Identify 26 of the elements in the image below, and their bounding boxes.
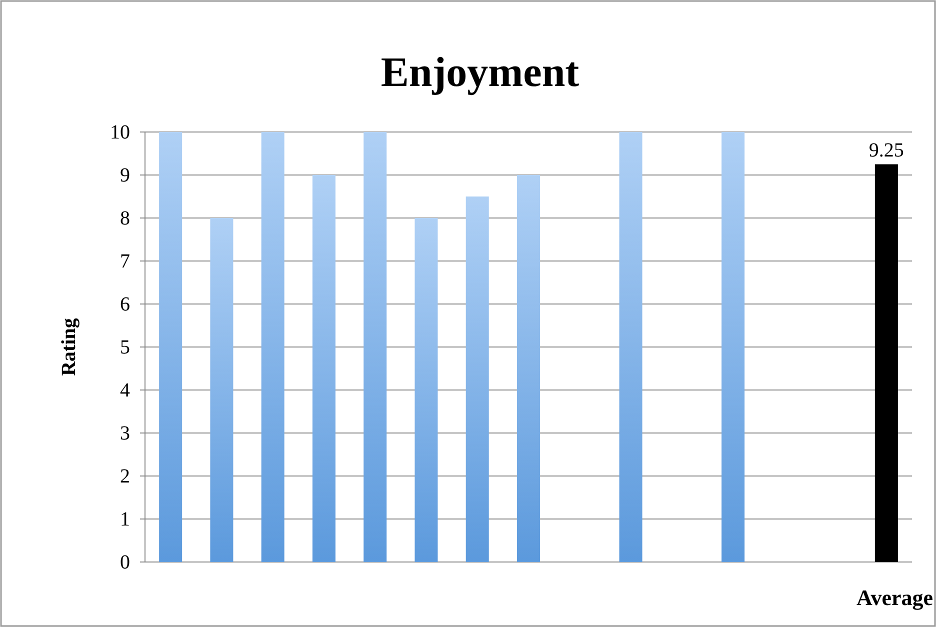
bar (874, 164, 898, 562)
bar (210, 218, 234, 562)
y-tick-label: 7 (120, 250, 130, 272)
y-tick-label: 1 (120, 508, 130, 530)
bar (619, 132, 642, 562)
y-tick-label: 0 (120, 551, 130, 574)
bar (312, 175, 336, 562)
bar (466, 196, 489, 562)
y-tick-label: 4 (120, 379, 130, 402)
y-tick-label: 5 (120, 336, 130, 358)
y-tick-label: 8 (120, 207, 130, 230)
bar (159, 132, 182, 562)
bar (414, 218, 438, 562)
y-tick-label: 9 (120, 164, 130, 186)
y-tick-label: 10 (110, 121, 130, 144)
bar (261, 132, 284, 562)
data-label: 9.25 (868, 139, 904, 162)
y-tick-label: 3 (120, 422, 130, 444)
bar (364, 132, 387, 562)
y-axis-title: Rating (58, 318, 80, 376)
chart-title: Enjoyment (380, 50, 580, 96)
x-axis-title: Average (856, 585, 934, 610)
bar (722, 132, 745, 562)
y-tick-label: 2 (120, 465, 130, 488)
y-tick-label: 6 (120, 293, 130, 316)
bar (516, 175, 540, 562)
